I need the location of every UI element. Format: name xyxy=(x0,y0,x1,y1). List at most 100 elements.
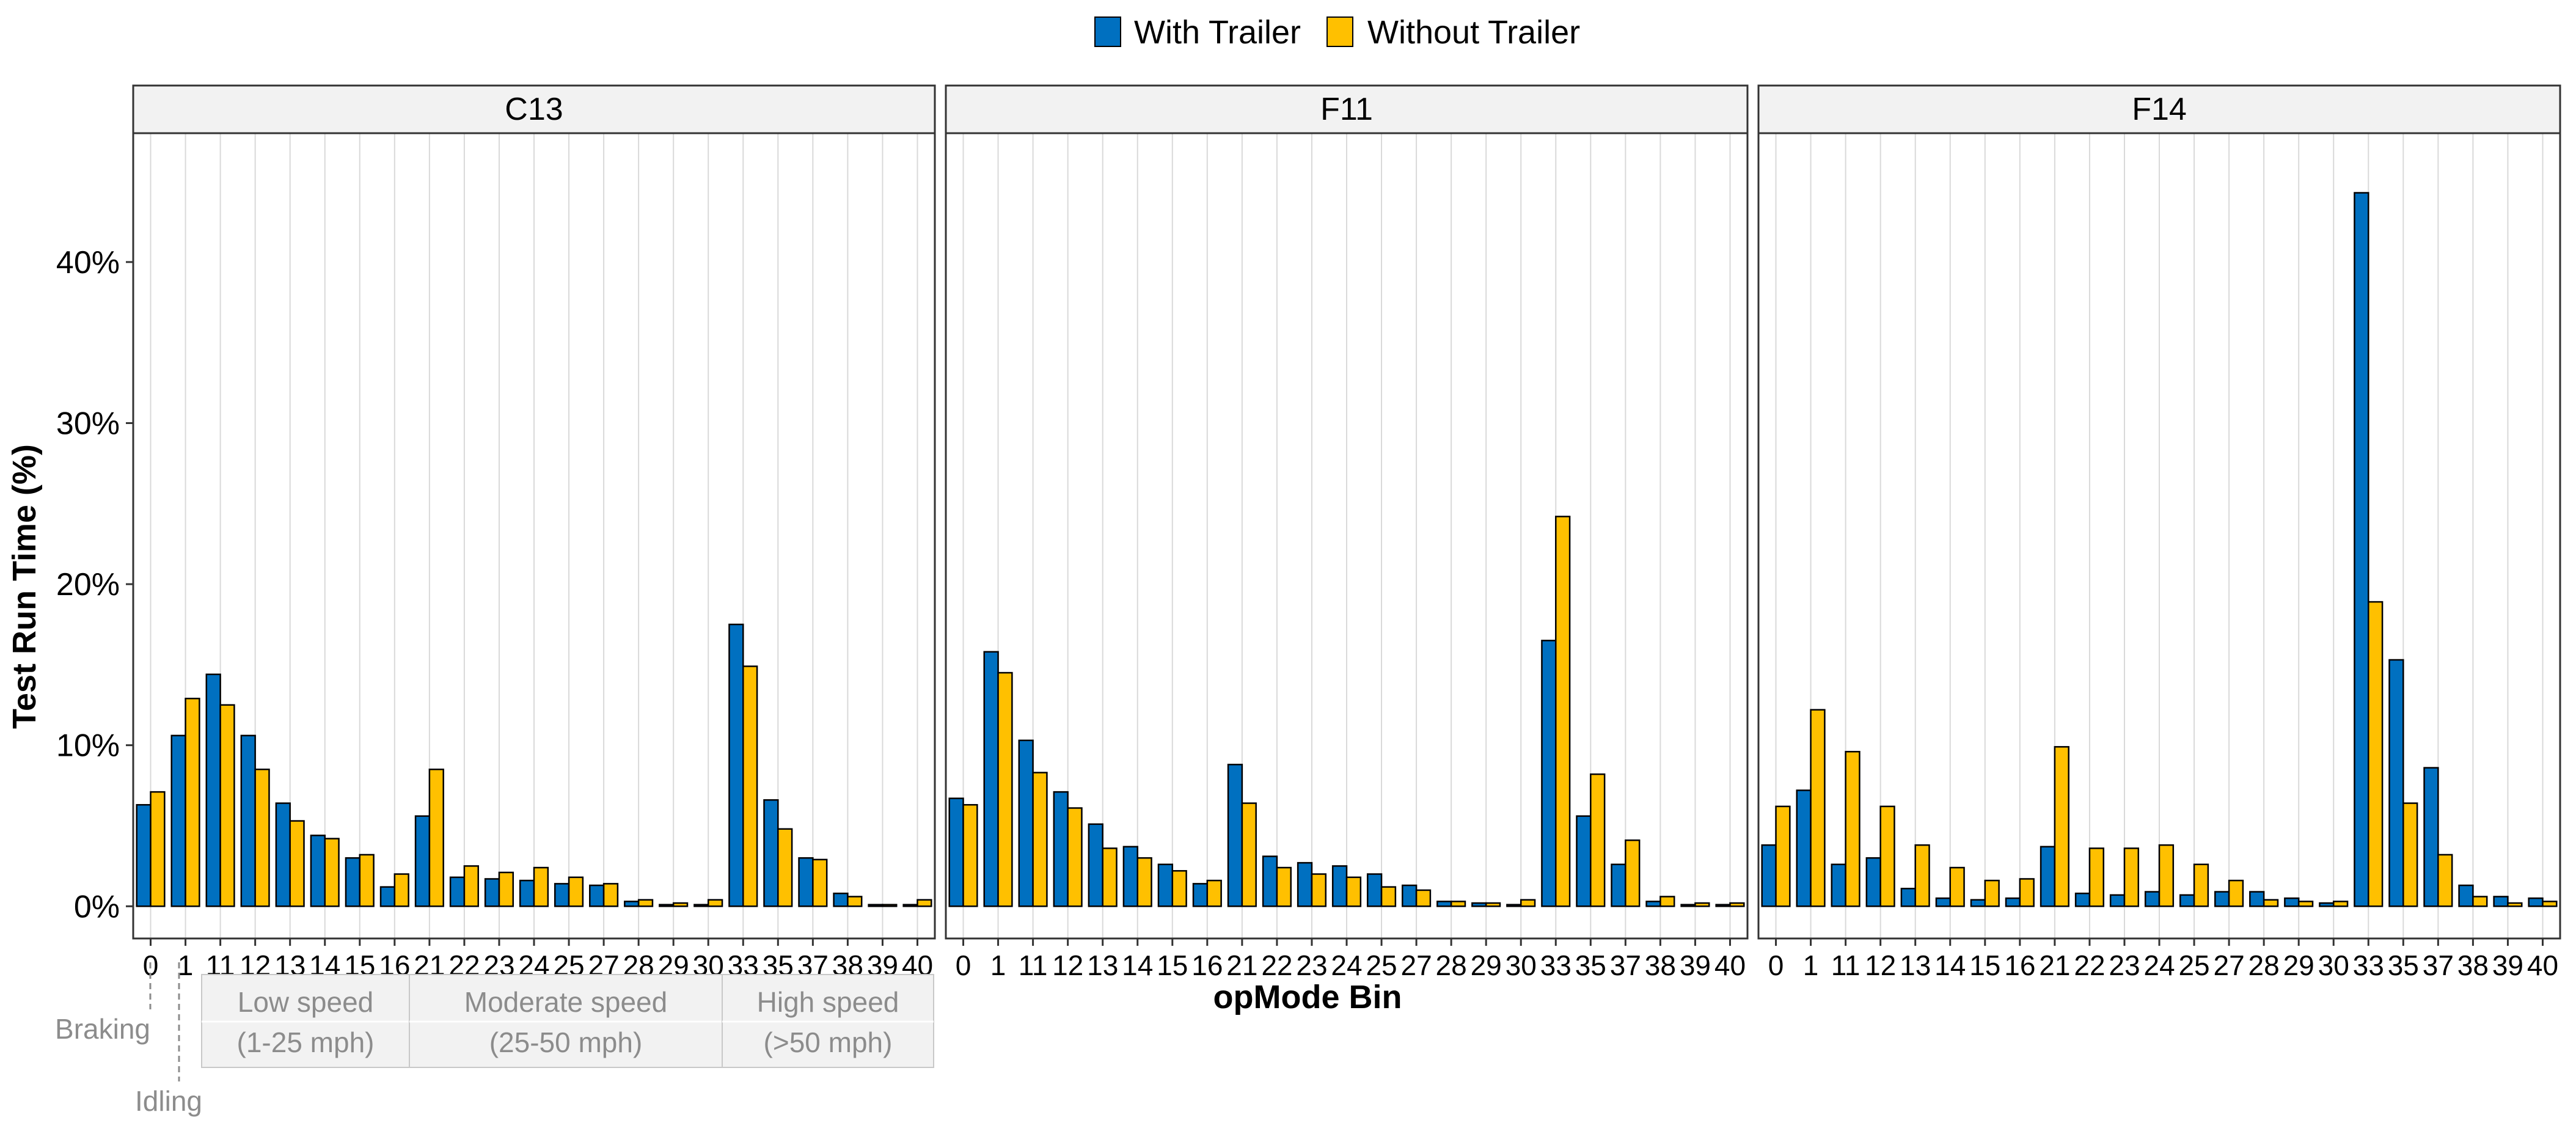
bar-without-trailer xyxy=(1555,516,1571,907)
bar-without-trailer xyxy=(1485,902,1501,907)
low-speed-label: Low speed xyxy=(238,986,374,1018)
bar-with-trailer xyxy=(1088,823,1103,907)
x-tick-label: 39 xyxy=(1680,949,1711,981)
panel-title: F14 xyxy=(2132,92,2187,127)
x-tick-label: 13 xyxy=(1087,949,1118,981)
x-tick-label: 23 xyxy=(1296,949,1327,981)
x-tick-label: 11 xyxy=(1019,949,1048,981)
bar-without-trailer xyxy=(1032,772,1048,907)
bar-without-trailer xyxy=(812,858,828,907)
legend: With Trailer Without Trailer xyxy=(1094,14,1580,51)
bar-without-trailer xyxy=(1136,857,1152,907)
bar-with-trailer xyxy=(1831,863,1846,907)
bar-without-trailer xyxy=(1415,889,1432,907)
panel-header xyxy=(132,84,936,134)
bar-without-trailer xyxy=(882,904,898,907)
bar-without-trailer xyxy=(2228,879,2244,907)
high-speed-range: (>50 mph) xyxy=(764,1026,893,1058)
x-tick-label: 24 xyxy=(2143,949,2175,981)
bar-with-trailer xyxy=(1576,815,1592,907)
x-tick-label: 14 xyxy=(1122,949,1153,981)
bar-with-trailer xyxy=(902,904,918,907)
bar-with-trailer xyxy=(948,797,964,907)
bar-with-trailer xyxy=(693,904,709,907)
bar-with-trailer xyxy=(624,901,640,907)
bar-with-trailer xyxy=(2214,891,2230,907)
bar-without-trailer xyxy=(289,820,305,907)
bar-with-trailer xyxy=(2354,192,2369,907)
bar-without-trailer xyxy=(1984,879,2000,907)
bar-with-trailer xyxy=(1645,901,1661,907)
bar-with-trailer xyxy=(1122,846,1138,907)
bar-without-trailer xyxy=(2193,863,2209,907)
x-tick-label: 38 xyxy=(1645,949,1676,981)
bar-with-trailer xyxy=(379,886,396,907)
bar-with-trailer xyxy=(1680,904,1696,907)
speed-annotations: Braking Idling Low speed (1-25 mph) Mode… xyxy=(55,962,934,1117)
x-tick-label: 30 xyxy=(2318,949,2349,981)
bar-without-trailer xyxy=(2542,901,2558,907)
x-tick-label: 15 xyxy=(1969,949,2000,981)
bar-with-trailer xyxy=(2528,897,2544,907)
bar-without-trailer xyxy=(1810,709,1826,907)
bar-without-trailer xyxy=(1879,805,1895,907)
bar-with-trailer xyxy=(449,876,466,907)
bar-with-trailer xyxy=(2249,891,2265,907)
bar-with-trailer xyxy=(1436,901,1452,907)
idling-label: Idling xyxy=(135,1085,202,1117)
bar-with-trailer xyxy=(1402,884,1418,907)
bar-without-trailer xyxy=(847,896,863,907)
bar-with-trailer xyxy=(1715,904,1731,907)
bar-with-trailer xyxy=(1262,855,1278,907)
bar-without-trailer xyxy=(637,899,654,907)
bar-without-trailer xyxy=(742,665,758,907)
x-tick-label: 40 xyxy=(1714,949,1746,981)
x-tick-label: 14 xyxy=(1934,949,1966,981)
x-tick-label: 37 xyxy=(1610,949,1641,981)
x-tick-label: 13 xyxy=(1900,949,1931,981)
bar-with-trailer xyxy=(1471,902,1487,907)
bar-without-trailer xyxy=(533,866,549,907)
x-tick-label: 29 xyxy=(1471,949,1502,981)
bar-without-trailer xyxy=(1845,750,1861,907)
x-tick-label: 25 xyxy=(2178,949,2209,981)
bar-without-trailer xyxy=(1276,866,1292,907)
x-tick-label: 12 xyxy=(1865,949,1896,981)
x-tick-label: 21 xyxy=(2039,949,2070,981)
bar-without-trailer xyxy=(2019,878,2035,907)
panels: C130111121314151621222324252728293033353… xyxy=(132,84,2561,981)
bar-without-trailer xyxy=(2158,844,2175,907)
bar-without-trailer xyxy=(1949,866,1965,907)
x-tick-label: 1 xyxy=(178,949,194,981)
bar-without-trailer xyxy=(428,768,444,907)
bar-without-trailer xyxy=(2054,746,2069,907)
bar-without-trailer xyxy=(463,865,479,907)
bar-with-trailer xyxy=(1227,764,1243,907)
bar-with-trailer xyxy=(833,892,849,907)
bar-with-trailer xyxy=(1970,899,1986,907)
bar-with-trailer xyxy=(589,884,605,907)
x-tick-label: 1 xyxy=(990,949,1006,981)
bar-with-trailer xyxy=(728,623,744,907)
bar-without-trailer xyxy=(219,704,235,907)
bar-without-trailer xyxy=(324,838,340,907)
bar-with-trailer xyxy=(798,857,814,907)
x-tick-label: 35 xyxy=(1575,949,1606,981)
y-tick-label: 20% xyxy=(56,567,120,602)
x-tick-label: 12 xyxy=(1052,949,1083,981)
bar-without-trailer xyxy=(1311,873,1327,907)
bar-with-trailer xyxy=(205,673,221,907)
bar-without-trailer xyxy=(2507,902,2523,907)
y-axis-title: Test Run Time (%) xyxy=(6,444,43,729)
panel-header xyxy=(945,84,1749,134)
bar-without-trailer xyxy=(707,899,723,907)
x-tick-label: 22 xyxy=(2074,949,2105,981)
x-axis-title: opMode Bin xyxy=(1213,979,1402,1015)
x-tick-label: 28 xyxy=(1436,949,1467,981)
bar-without-trailer xyxy=(1067,807,1083,907)
y-tick-label: 30% xyxy=(56,406,120,441)
bar-without-trailer xyxy=(2297,901,2314,907)
bar-without-trailer xyxy=(1914,844,1930,907)
